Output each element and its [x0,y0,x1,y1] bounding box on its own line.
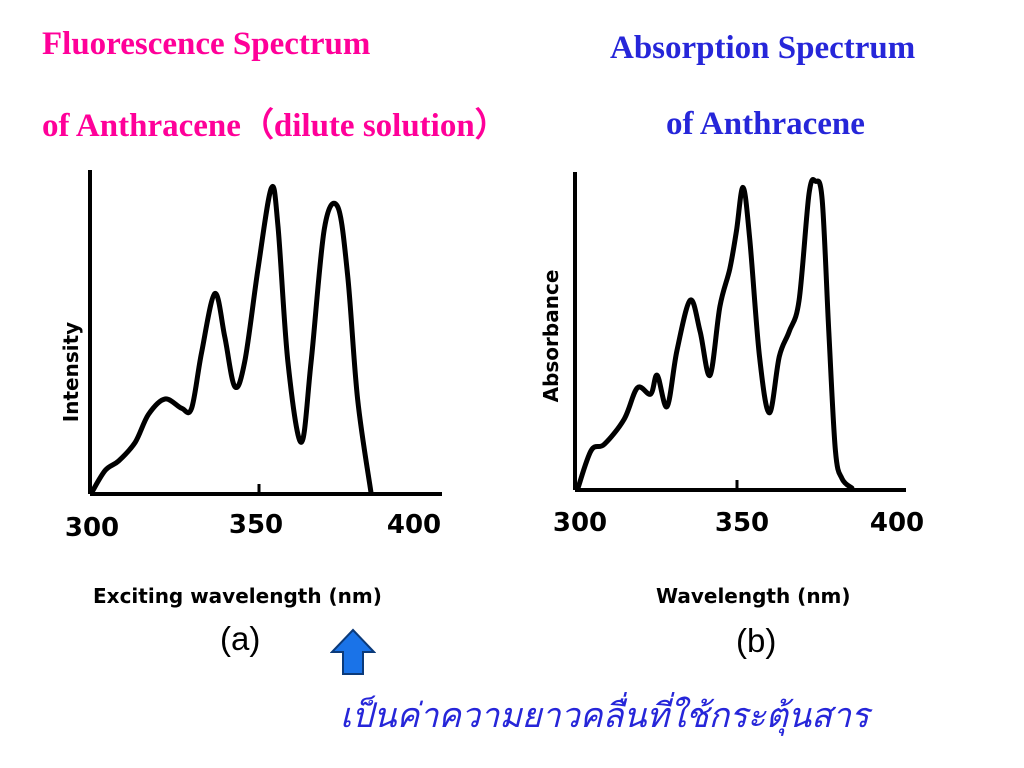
absorption-chart: 300 350 400 Wavelength (nm) Absorbance [539,172,924,608]
absorption-title-line1: Absorption Spectrum [610,30,916,66]
fluorescence-tick-label: 300 [65,513,119,543]
fluorescence-series-line [89,184,374,495]
fluorescence-y-axis-label: Intensity [59,322,83,422]
panel-label-a: (a) [220,620,261,657]
up-arrow-icon [330,628,376,675]
fluorescence-title-line2: of Anthracene（dilute solution） [42,108,508,144]
caption-text: เป็นค่าความยาวคลื่นที่ใช้กระตุ้นสาร [340,696,870,736]
fluorescence-chart: 300 350 400 Exciting wavelength (nm) Int… [59,170,442,608]
absorption-series-line [575,177,855,491]
absorption-tick-label: 400 [870,508,924,538]
absorption-x-axis-label: Wavelength (nm) [656,584,851,608]
fluorescence-x-axis-label: Exciting wavelength (nm) [93,584,382,608]
absorption-tick-label: 350 [715,508,769,538]
fluorescence-tick-label: 400 [387,510,441,540]
absorption-y-axis-label: Absorbance [539,270,563,403]
fluorescence-tick-label: 350 [229,510,283,540]
fluorescence-title-line1: Fluorescence Spectrum [42,26,371,62]
absorption-tick-label: 300 [553,508,607,538]
panel-label-b: (b) [736,622,777,659]
absorption-title-line2: of Anthracene [666,106,865,142]
